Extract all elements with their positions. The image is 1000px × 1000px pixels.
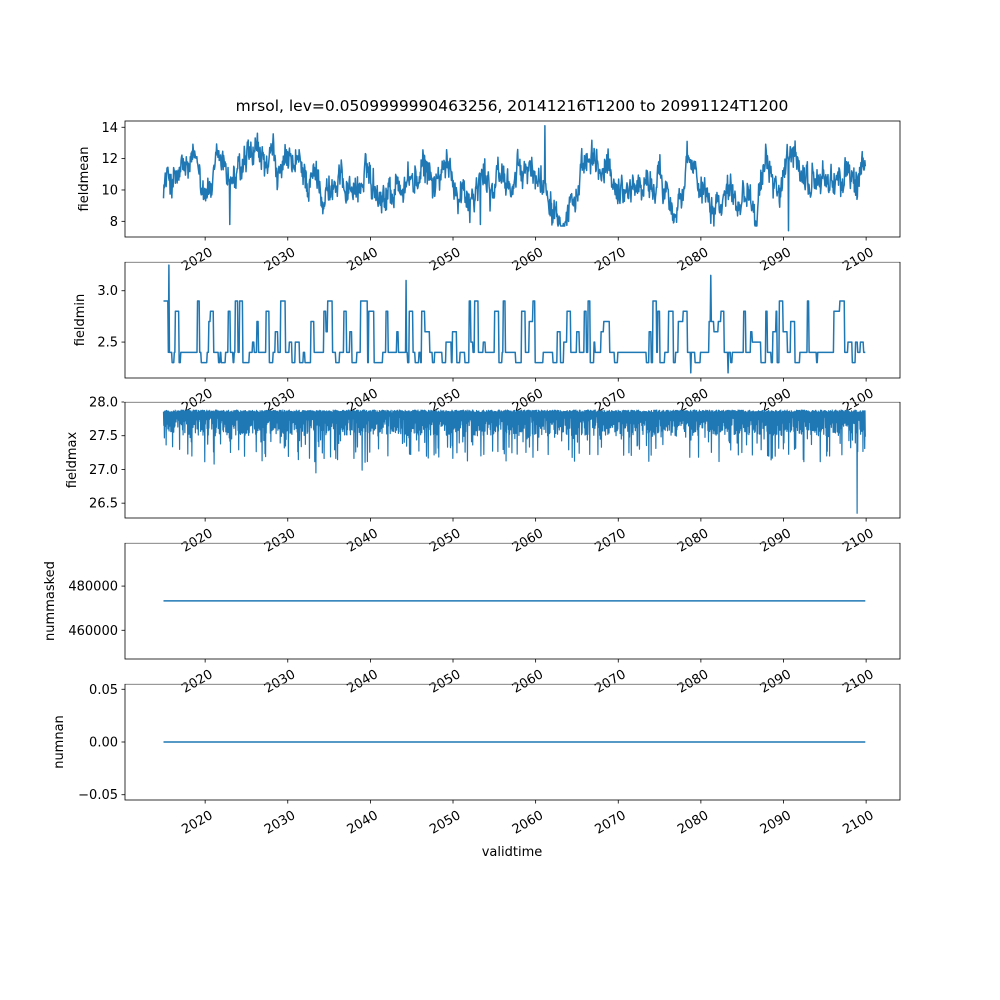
x-tick-label: 2030 bbox=[262, 808, 298, 838]
x-tick-label: 2090 bbox=[758, 667, 794, 697]
x-tick-label: 2060 bbox=[510, 245, 546, 275]
x-tick-label: 2090 bbox=[758, 245, 794, 275]
y-tick-label: −0.05 bbox=[78, 788, 118, 803]
x-tick-label: 2060 bbox=[510, 526, 546, 556]
x-tick-label: 2040 bbox=[345, 245, 381, 275]
y-axis-label-fieldmin: fieldmin bbox=[73, 294, 88, 347]
x-tick-label: 2030 bbox=[262, 245, 298, 275]
x-tick-label: 2100 bbox=[840, 245, 876, 275]
x-tick-label: 2030 bbox=[262, 667, 298, 697]
x-tick-label: 2020 bbox=[179, 526, 215, 556]
x-tick-label: 2030 bbox=[262, 526, 298, 556]
y-axis-label-fieldmax: fieldmax bbox=[65, 432, 80, 489]
x-tick-label: 2020 bbox=[179, 808, 215, 838]
x-tick-label: 2060 bbox=[510, 808, 546, 838]
x-tick-label: 2040 bbox=[345, 808, 381, 838]
panel-fieldmean: 8 10 12 14 2020 2030 2040 2050 2060 2070 2080 2090 2… bbox=[77, 120, 901, 275]
panel-fieldmax: 26.5 27.0 27.5 28.0 2020 2030 2040 2050 2060 2070… bbox=[65, 396, 901, 556]
series-line-fieldmax bbox=[162, 409, 866, 514]
x-tick-label: 2080 bbox=[675, 245, 711, 275]
x-tick-label: 2100 bbox=[840, 808, 876, 838]
panel-nummasked: 460000 480000 2020 2030 2040 2050 2060 2070 2080… bbox=[43, 542, 901, 697]
x-tick-label: 2050 bbox=[427, 245, 463, 275]
x-tick-label: 2070 bbox=[592, 667, 628, 697]
x-tick-label: 2070 bbox=[592, 808, 628, 838]
x-tick-label: 2060 bbox=[510, 667, 546, 697]
x-tick-label: 2020 bbox=[179, 245, 215, 275]
y-tick-label: 10 bbox=[101, 183, 118, 198]
y-axis-label-nummasked: nummasked bbox=[43, 561, 58, 641]
x-tick-label: 2040 bbox=[345, 667, 381, 697]
x-tick-label: 2080 bbox=[675, 808, 711, 838]
y-tick-label: 28.0 bbox=[89, 396, 118, 411]
x-tick-label: 2050 bbox=[427, 667, 463, 697]
y-tick-label: 27.0 bbox=[89, 463, 118, 478]
x-tick-label: 2050 bbox=[427, 526, 463, 556]
x-tick-label: 2080 bbox=[675, 526, 711, 556]
y-tick-label: 460000 bbox=[68, 624, 118, 639]
x-tick-label: 2100 bbox=[840, 526, 876, 556]
x-tick-label: 2050 bbox=[427, 808, 463, 838]
y-tick-label: 12 bbox=[101, 152, 118, 167]
x-tick-label: 2040 bbox=[345, 526, 381, 556]
x-tick-label: 2080 bbox=[675, 667, 711, 697]
y-tick-label: 0.05 bbox=[89, 683, 118, 698]
x-tick-label: 2090 bbox=[758, 526, 794, 556]
x-tick-label: 2070 bbox=[592, 526, 628, 556]
y-axis-label-numnan: numnan bbox=[52, 715, 67, 769]
chart-title: mrsol, lev=0.0509999990463256, 20141216T… bbox=[236, 97, 789, 115]
x-axis-label: validtime bbox=[482, 845, 543, 860]
y-tick-label: 0.00 bbox=[89, 736, 118, 751]
x-tick-label: 2090 bbox=[758, 808, 794, 838]
y-tick-label: 27.5 bbox=[89, 429, 118, 444]
axes-frame-fieldmin bbox=[124, 261, 901, 379]
y-tick-label: 3.0 bbox=[97, 284, 118, 299]
x-tick-label: 2070 bbox=[592, 245, 628, 275]
y-tick-label: 8 bbox=[110, 215, 118, 230]
y-tick-label: 2.5 bbox=[97, 336, 118, 351]
x-tick-label: 2020 bbox=[179, 667, 215, 697]
x-tick-label: 2100 bbox=[840, 667, 876, 697]
y-axis-label-fieldmean: fieldmean bbox=[77, 147, 92, 212]
y-tick-label: 14 bbox=[101, 121, 118, 136]
series-line-fieldmin bbox=[163, 264, 866, 374]
y-tick-label: 480000 bbox=[68, 580, 118, 595]
panel-numnan: −0.05 0.00 0.05 2020 2030 2040 2050 2060 2070 208… bbox=[52, 683, 901, 838]
series-line-fieldmean bbox=[162, 124, 867, 232]
axes-frame-fieldmean bbox=[124, 120, 901, 238]
y-tick-label: 26.5 bbox=[89, 497, 118, 512]
